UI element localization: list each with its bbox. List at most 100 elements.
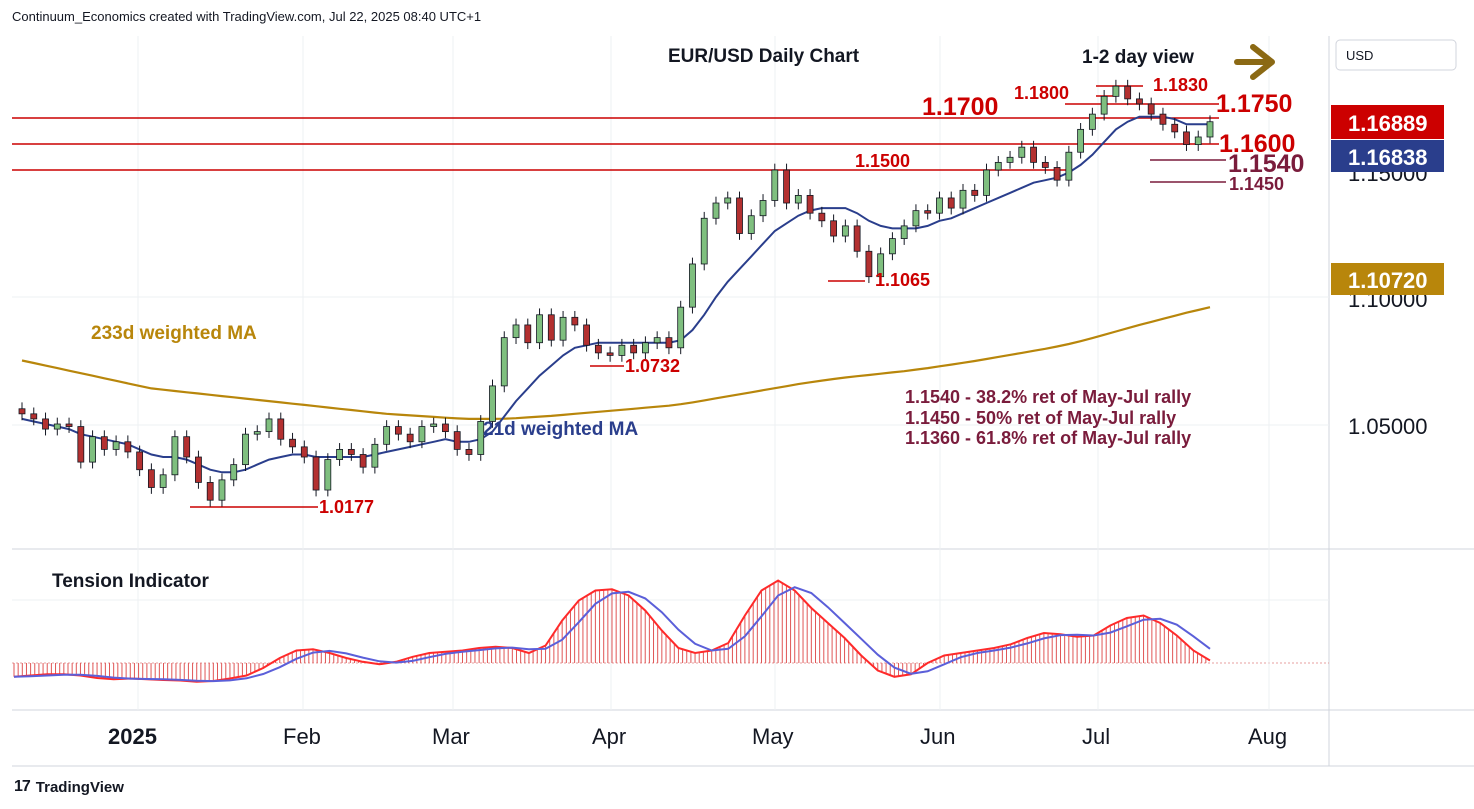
candle [1088, 107, 1096, 136]
retracement-note: 1.1360 - 61.8% ret of May-Jul rally [905, 428, 1191, 448]
candle [489, 379, 496, 428]
candle [1053, 161, 1061, 187]
candle [642, 336, 649, 360]
candle-body [18, 408, 26, 415]
candle-body [571, 316, 579, 326]
candle-body [136, 451, 144, 471]
candle [30, 407, 38, 426]
candle [442, 417, 449, 438]
tradingview-logo-text: TradingView [35, 778, 124, 796]
candle [477, 415, 485, 461]
candle [1183, 125, 1190, 151]
candle-body [159, 474, 167, 488]
candle-body [1077, 128, 1085, 153]
candle-body [253, 431, 261, 435]
candle-body [289, 438, 296, 448]
x-tick-label: 2025 [108, 724, 157, 749]
candle-body [206, 482, 214, 501]
candle-body [418, 426, 426, 443]
candle-body [230, 464, 238, 481]
candle-body [383, 426, 391, 445]
candle-body [1088, 113, 1096, 130]
candle-body [359, 454, 367, 468]
indicator-label: Tension Indicator [52, 571, 210, 592]
candle-body [183, 436, 191, 458]
candle [1100, 89, 1108, 121]
candle-body [841, 225, 849, 237]
candle-body [406, 433, 414, 443]
candle-body [889, 238, 896, 255]
candle-body [712, 202, 720, 219]
candle [324, 453, 332, 497]
candle-body [653, 337, 661, 344]
currency-button[interactable] [1335, 39, 1457, 71]
level-label: 1.1450 [1229, 174, 1284, 194]
candle [689, 257, 696, 314]
candle [112, 435, 120, 456]
candle-body [465, 448, 473, 455]
candle [771, 163, 779, 207]
candle [665, 331, 673, 355]
candle [465, 443, 473, 461]
candle [559, 310, 567, 347]
candle [218, 473, 226, 507]
candle-body [677, 306, 685, 349]
candle-body [547, 314, 555, 341]
candle-body [489, 385, 496, 422]
candle-body [1147, 103, 1155, 115]
candle-body [477, 421, 485, 455]
candle [1194, 130, 1202, 151]
candle-body [912, 210, 920, 227]
candle-body [1053, 167, 1061, 181]
candle-body [700, 217, 708, 265]
last-price-label: 1.16889 [1348, 111, 1428, 136]
candle [42, 412, 49, 436]
candle [1077, 123, 1085, 159]
x-tick-label: Aug [1248, 724, 1287, 749]
candle-body [536, 314, 543, 344]
candle [453, 425, 461, 456]
candle [430, 417, 438, 433]
ma21-label: 21d weighted MA [483, 419, 638, 440]
candle [736, 191, 743, 240]
ma21-price-badge [1331, 140, 1444, 172]
candle [747, 209, 755, 240]
tradingview-logo[interactable]: 17 TradingView [14, 778, 124, 796]
candle-body [195, 456, 202, 483]
chart-credit: Continuum_Economics created with Trading… [12, 9, 482, 24]
candle-body [689, 263, 696, 308]
candle-body [300, 446, 308, 458]
candle [547, 308, 555, 347]
level-label: 1.1500 [855, 151, 910, 171]
candle-body [818, 212, 826, 222]
candle [724, 191, 732, 210]
candle [359, 448, 367, 474]
candle [536, 308, 543, 350]
candle-body [347, 448, 355, 455]
ma233-line [21, 306, 1211, 420]
candle-body [830, 220, 838, 237]
candle-body [30, 413, 38, 420]
candle-body [394, 426, 402, 435]
candle-body [171, 436, 179, 476]
candle-body [1041, 161, 1049, 168]
candle-body [865, 250, 873, 278]
candle [677, 300, 685, 355]
candle [818, 206, 826, 228]
candle-body [947, 197, 955, 209]
candle [606, 346, 614, 362]
level-label: 1.1540 [1228, 150, 1304, 178]
candle [1171, 117, 1179, 139]
candle [983, 163, 990, 202]
candle-body [1159, 113, 1167, 125]
candle [759, 194, 767, 223]
candle [594, 338, 602, 360]
candle-body [1018, 146, 1026, 158]
candle-body [1100, 95, 1108, 115]
candle [924, 204, 932, 220]
candle [712, 196, 720, 225]
x-tick-label: Apr [592, 724, 626, 749]
candle-body [1206, 121, 1214, 138]
candle-body [1194, 136, 1202, 145]
